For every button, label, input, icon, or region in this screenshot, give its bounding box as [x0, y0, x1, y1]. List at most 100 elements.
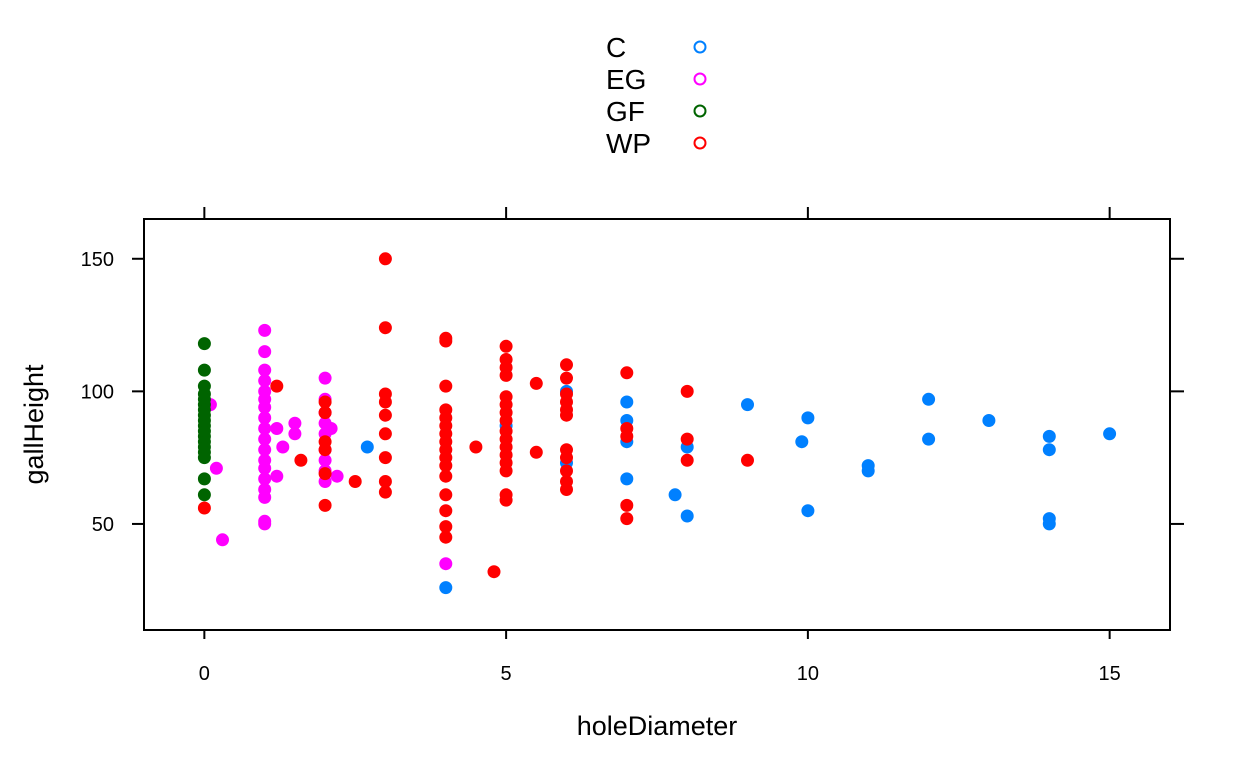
point-eg: [258, 323, 272, 337]
point-wp: [529, 445, 543, 459]
point-eg: [209, 461, 223, 475]
legend-symbol-eg: [693, 72, 707, 86]
point-wp: [378, 427, 392, 441]
point-eg: [258, 345, 272, 359]
plot-frame: [143, 218, 1171, 631]
legend-symbol-gf: [693, 104, 707, 118]
point-c: [620, 395, 634, 409]
point-c: [795, 435, 809, 449]
point-wp: [469, 440, 483, 454]
point-c: [360, 440, 374, 454]
point-eg: [270, 422, 284, 435]
point-wp: [560, 371, 573, 385]
legend-label-eg: EG: [606, 64, 646, 95]
point-eg: [258, 517, 272, 531]
point-eg: [439, 557, 453, 571]
point-wp: [378, 408, 392, 422]
point-c: [620, 472, 634, 486]
point-wp: [560, 408, 573, 422]
point-gf: [197, 363, 211, 377]
point-wp: [499, 368, 513, 382]
y-tick-label: 50: [92, 514, 114, 536]
point-wp: [680, 384, 694, 398]
point-wp: [499, 493, 513, 507]
legend-label-c: C: [606, 32, 626, 63]
point-c: [922, 432, 936, 446]
point-wp: [378, 252, 392, 266]
point-eg: [276, 440, 290, 454]
point-eg: [318, 371, 332, 385]
y-axis-title: gallHeight: [19, 364, 49, 485]
point-wp: [620, 429, 634, 443]
point-c: [439, 581, 453, 595]
point-eg: [258, 490, 272, 504]
point-wp: [439, 488, 453, 502]
y-tick-label: 150: [81, 249, 114, 271]
point-wp: [560, 451, 573, 465]
legend-label-wp: WP: [606, 128, 651, 159]
x-tick-label: 10: [797, 663, 819, 685]
point-gf: [197, 472, 211, 486]
point-wp: [499, 339, 513, 353]
point-wp: [487, 565, 501, 579]
point-wp: [680, 453, 694, 467]
y-axis: 50 100 150: [81, 249, 1184, 536]
point-wp: [294, 453, 308, 467]
point-wp: [560, 483, 573, 496]
point-wp: [620, 366, 634, 380]
point-c: [982, 414, 996, 427]
y-tick-label: 100: [81, 381, 114, 403]
data-points: [197, 252, 1117, 595]
point-eg: [270, 469, 284, 483]
point-c: [668, 488, 682, 502]
point-eg: [324, 422, 338, 435]
point-wp: [378, 321, 392, 335]
point-wp: [439, 504, 453, 518]
point-wp: [439, 379, 453, 393]
point-wp: [439, 334, 453, 348]
point-gf: [197, 488, 211, 502]
point-wp: [318, 498, 332, 512]
point-wp: [318, 406, 332, 420]
point-eg: [288, 427, 302, 441]
point-wp: [378, 395, 392, 409]
point-wp: [318, 467, 332, 481]
x-tick-label: 15: [1099, 663, 1121, 685]
point-c: [1042, 443, 1056, 457]
point-c: [801, 504, 815, 518]
point-c: [1042, 429, 1056, 443]
point-c: [680, 509, 694, 523]
point-eg: [330, 469, 344, 483]
point-eg: [216, 533, 229, 547]
point-wp: [318, 443, 332, 457]
point-wp: [499, 464, 513, 478]
point-gf: [197, 451, 211, 465]
point-c: [1042, 517, 1056, 531]
point-wp: [378, 485, 392, 499]
point-wp: [439, 530, 453, 544]
x-tick-label: 5: [501, 663, 512, 685]
point-wp: [741, 453, 754, 467]
x-axis: 0 5 10 15: [199, 207, 1121, 685]
point-wp: [680, 432, 694, 446]
point-wp: [529, 376, 543, 390]
point-c: [1103, 427, 1117, 441]
point-wp: [620, 512, 634, 526]
legend-symbol-wp: [693, 136, 707, 150]
point-c: [801, 411, 815, 425]
point-wp: [270, 379, 284, 393]
point-wp: [378, 451, 392, 465]
point-c: [741, 398, 754, 412]
point-c: [861, 464, 875, 478]
x-axis-title: holeDiameter: [577, 711, 738, 741]
legend-symbol-c: [693, 40, 707, 54]
point-gf: [197, 337, 211, 351]
point-wp: [620, 498, 634, 512]
point-wp: [439, 469, 453, 483]
point-wp: [560, 358, 573, 372]
legend-label-gf: GF: [606, 96, 645, 127]
point-wp: [197, 501, 211, 515]
point-c: [922, 392, 936, 406]
